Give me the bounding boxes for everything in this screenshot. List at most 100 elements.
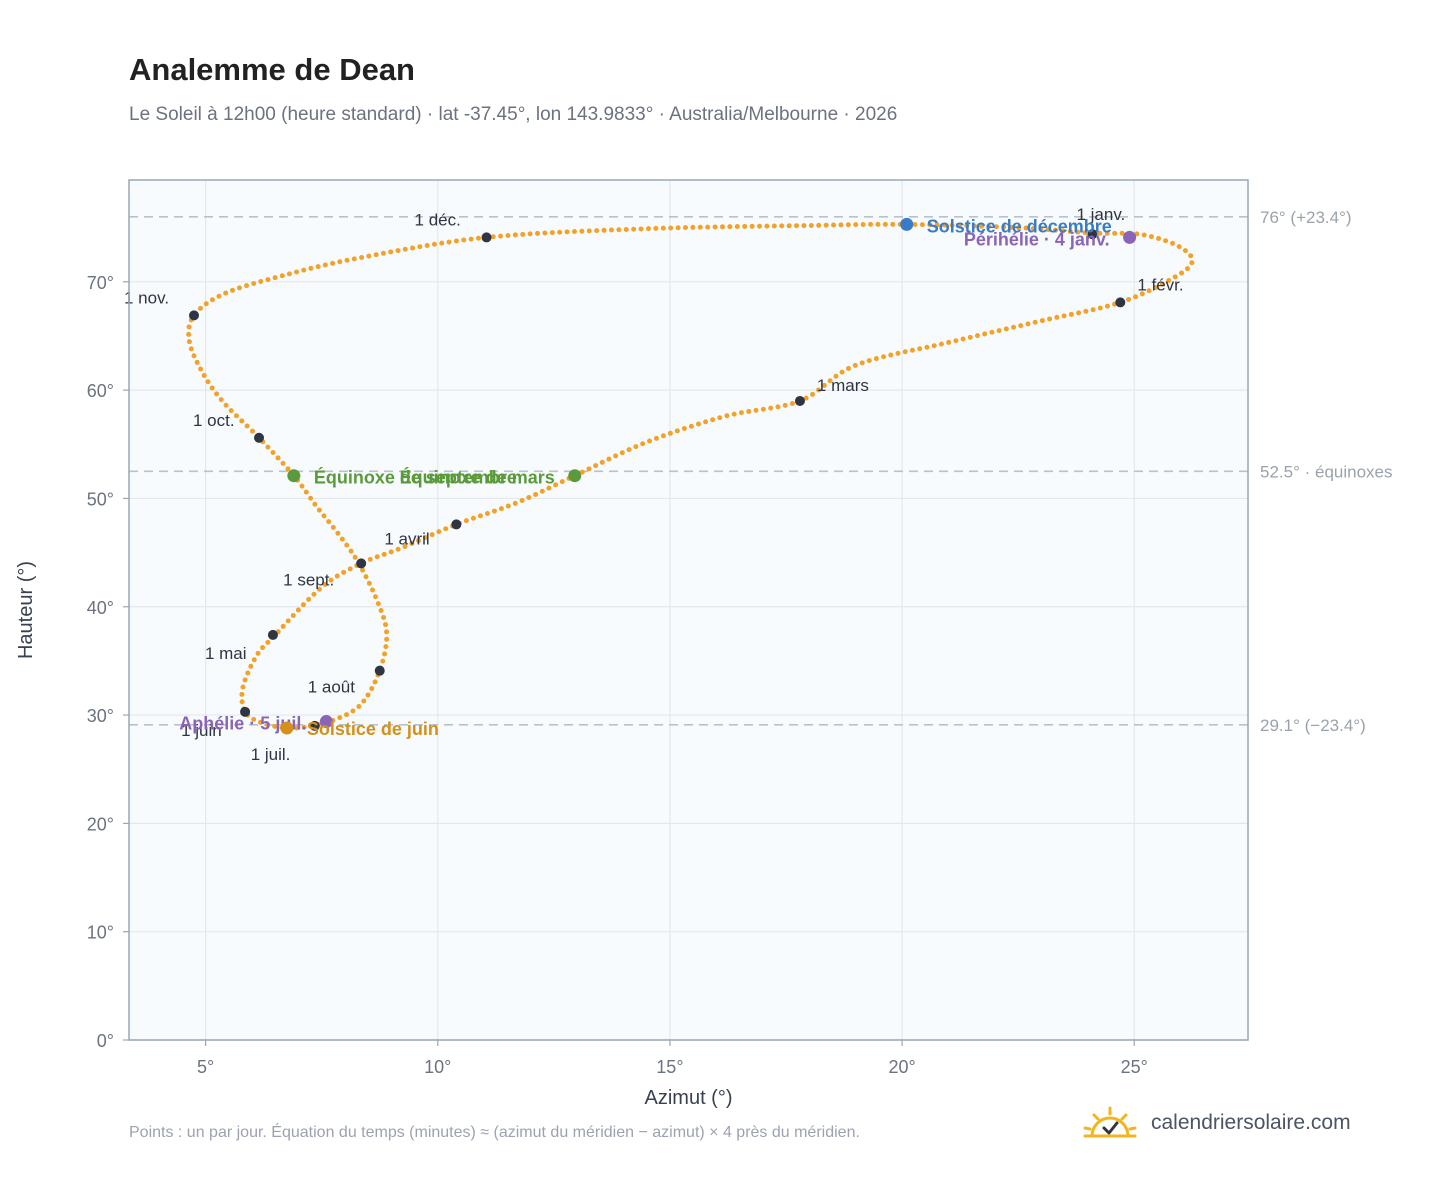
- day-point: [384, 636, 390, 642]
- day-point: [301, 267, 307, 273]
- day-point: [746, 408, 752, 414]
- day-point: [1097, 230, 1103, 236]
- day-point: [272, 723, 278, 729]
- day-point: [265, 444, 271, 450]
- day-point: [1163, 238, 1169, 244]
- day-point: [638, 226, 644, 232]
- day-point: [1141, 232, 1147, 238]
- day-point: [1139, 291, 1145, 297]
- day-point: [230, 287, 236, 293]
- day-point: [705, 224, 711, 230]
- day-point: [1045, 227, 1051, 233]
- brand-name[interactable]: calendriersolaire.com: [1151, 1111, 1351, 1134]
- day-point: [917, 346, 923, 352]
- brand[interactable]: calendriersolaire.com: [1083, 1103, 1351, 1143]
- day-point: [218, 397, 224, 403]
- day-point: [875, 221, 881, 227]
- day-point: [417, 244, 423, 250]
- day-point: [668, 225, 674, 231]
- day-point: [286, 271, 292, 277]
- y-tick-label: 60°: [87, 381, 114, 401]
- day-point: [194, 359, 200, 365]
- day-point: [402, 246, 408, 252]
- day-point: [240, 684, 246, 690]
- day-point: [1054, 314, 1060, 320]
- reference-line-label: 76° (+23.4°): [1260, 208, 1352, 227]
- day-point: [443, 526, 449, 532]
- sun-logo-icon: [1083, 1106, 1137, 1138]
- day-point: [366, 580, 372, 586]
- day-point: [888, 352, 894, 358]
- day-point: [719, 224, 725, 230]
- day-point: [1126, 296, 1132, 302]
- day-point: [902, 349, 908, 355]
- day-point: [303, 489, 309, 495]
- day-point: [381, 614, 387, 620]
- day-point: [1032, 319, 1038, 325]
- month-label: 1 oct.: [193, 411, 235, 430]
- day-point: [619, 450, 625, 456]
- day-point: [675, 225, 681, 231]
- day-point: [378, 607, 384, 613]
- day-point: [490, 234, 496, 240]
- day-point: [347, 566, 353, 572]
- day-point: [1104, 230, 1110, 236]
- day-point: [306, 596, 312, 602]
- day-point: [315, 264, 321, 270]
- day-point: [475, 235, 481, 241]
- day-point: [512, 232, 518, 238]
- day-point: [381, 551, 387, 557]
- day-point: [272, 275, 278, 281]
- day-point: [860, 222, 866, 228]
- day-point: [424, 242, 430, 248]
- day-point: [853, 222, 859, 228]
- day-point: [409, 541, 415, 547]
- month-marker: [794, 395, 805, 406]
- day-point: [1112, 230, 1118, 236]
- day-point: [1119, 230, 1125, 236]
- day-point: [1082, 230, 1088, 236]
- day-point: [388, 549, 394, 555]
- month-marker: [254, 432, 265, 443]
- day-point: [344, 542, 350, 548]
- day-point: [1182, 248, 1188, 254]
- day-point: [363, 574, 369, 580]
- day-point: [216, 293, 222, 299]
- day-point: [924, 344, 930, 350]
- day-point: [233, 413, 239, 419]
- day-point: [341, 569, 347, 575]
- day-point: [360, 567, 366, 573]
- day-point: [361, 698, 367, 704]
- month-label: 1 août: [308, 678, 356, 697]
- day-point: [960, 336, 966, 342]
- day-point: [422, 535, 428, 541]
- day-point: [311, 591, 317, 597]
- y-axis-label: Hauteur (°): [15, 561, 37, 659]
- day-point: [308, 495, 314, 501]
- day-point: [328, 577, 334, 583]
- day-point: [803, 395, 809, 401]
- day-point: [239, 699, 245, 705]
- reference-line-label: 29.1° (−23.4°): [1260, 716, 1366, 735]
- day-point: [757, 223, 763, 229]
- event-marker: [900, 217, 914, 231]
- day-point: [294, 725, 300, 731]
- day-point: [439, 240, 445, 246]
- day-point: [382, 651, 388, 657]
- month-label: 1 nov.: [124, 288, 169, 307]
- day-point: [237, 285, 243, 291]
- day-point: [626, 447, 632, 453]
- day-point: [191, 353, 197, 359]
- day-point: [912, 222, 918, 228]
- day-point: [601, 227, 607, 233]
- month-marker: [1115, 297, 1126, 308]
- day-point: [535, 230, 541, 236]
- day-point: [348, 548, 354, 554]
- day-point: [388, 249, 394, 255]
- day-point: [801, 223, 807, 229]
- day-point: [816, 387, 822, 393]
- day-point: [383, 622, 389, 628]
- day-point: [330, 260, 336, 266]
- day-point: [257, 719, 263, 725]
- day-point: [337, 715, 343, 721]
